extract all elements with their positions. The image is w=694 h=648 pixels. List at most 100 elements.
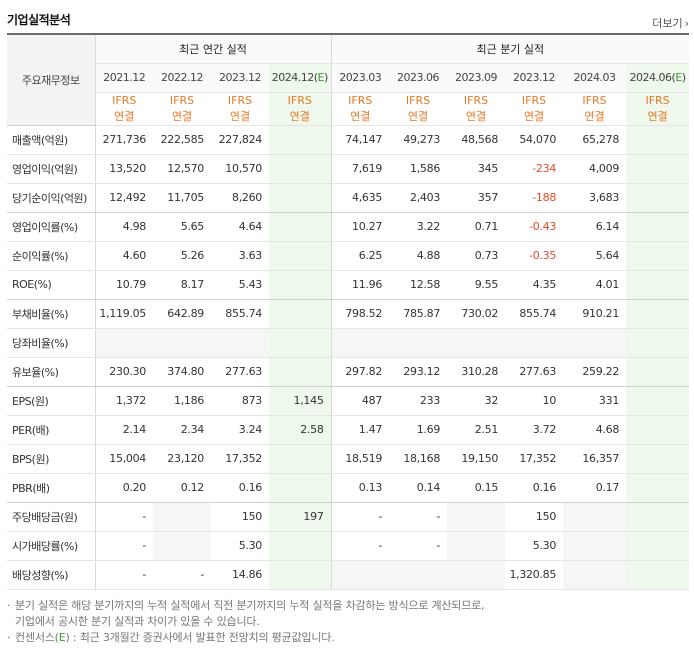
table-cell: 54,070 — [505, 125, 564, 155]
table-cell — [269, 444, 332, 474]
table-cell: 17,352 — [505, 444, 564, 474]
table-cell: 785.87 — [389, 299, 448, 329]
table-cell: 1.69 — [389, 415, 448, 445]
table-cell: 259.22 — [563, 357, 627, 387]
table-cell: 0.12 — [153, 473, 211, 503]
table-cell — [447, 560, 506, 590]
table-cell: 1,372 — [94, 386, 153, 416]
table-cell: 1,186 — [153, 386, 211, 416]
table-cell: 0.16 — [505, 473, 564, 503]
table-row: 유보율(%) 230.30 374.80 277.63 297.82 293.12 310.… — [7, 357, 690, 387]
table-cell: 233 — [389, 386, 448, 416]
table-cell — [330, 560, 390, 590]
table-cell — [269, 473, 332, 503]
table-row: 부채비율(%) 1,119.05 642.89 855.74 798.52 785.87 7… — [7, 299, 690, 329]
table-cell: 293.12 — [389, 357, 448, 387]
table-cell: 0.13 — [330, 473, 390, 503]
table-cell — [563, 502, 627, 532]
table-cell — [389, 328, 448, 358]
table-cell: 277.63 — [505, 357, 564, 387]
table-cell: 5.30 — [211, 531, 269, 561]
table-cell: 23,120 — [153, 444, 211, 474]
row-label: PBR(배) — [7, 473, 95, 503]
table-cell: 0.20 — [94, 473, 153, 503]
table-cell — [626, 357, 690, 387]
period-header: 2023.06 — [389, 63, 448, 93]
table-row: PBR(배) 0.20 0.12 0.16 0.13 0.14 0.15 0.16 0.17 — [7, 473, 690, 503]
table-cell: -188 — [505, 183, 564, 213]
table-cell: 798.52 — [330, 299, 390, 329]
table-cell: 0.15 — [447, 473, 506, 503]
table-row: ROE(%) 10.79 8.17 5.43 11.96 12.58 9.55 4.35 4.0… — [7, 270, 690, 300]
table-cell — [563, 560, 627, 590]
table-row: 당좌비율(%) — [7, 328, 690, 358]
table-cell: 3.72 — [505, 415, 564, 445]
ifrs-label: IFRS 연결 — [269, 92, 332, 126]
table-cell: 11.96 — [330, 270, 390, 300]
table-cell: 4,635 — [330, 183, 390, 213]
table-cell: -0.35 — [505, 241, 564, 271]
row-label: PER(배) — [7, 415, 95, 445]
table-cell — [626, 241, 690, 271]
more-link[interactable]: 더보기 › — [652, 15, 689, 31]
table-cell: 4.35 — [505, 270, 564, 300]
table-cell: 0.17 — [563, 473, 627, 503]
table-cell: 7,619 — [330, 154, 390, 184]
table-cell — [626, 502, 690, 532]
table-row: 주당배당금(원) -150 197- -150 — [7, 502, 690, 532]
table-cell: 2.51 — [447, 415, 506, 445]
table-cell: 2.34 — [153, 415, 211, 445]
table-cell: - — [330, 531, 390, 561]
table-cell — [626, 212, 690, 242]
table-row: 배당성향(%) - -14.86 1,320.85 — [7, 560, 690, 590]
table-cell — [626, 125, 690, 155]
table-cell — [626, 299, 690, 329]
table-cell: 271,736 — [94, 125, 153, 155]
row-label: 당좌비율(%) — [7, 328, 95, 358]
ifrs-label: IFRS 연결 — [626, 92, 690, 126]
table-cell: 297.82 — [330, 357, 390, 387]
row-label: 매출액(억원) — [7, 125, 95, 155]
table-cell: 18,168 — [389, 444, 448, 474]
table-cell: 150 — [505, 502, 564, 532]
table-cell: 3.63 — [211, 241, 269, 271]
table-cell — [447, 328, 506, 358]
row-label: 배당성향(%) — [7, 560, 95, 590]
table-cell — [330, 328, 390, 358]
table-cell: 230.30 — [94, 357, 153, 387]
table-cell — [447, 531, 506, 561]
financial-table: 주요재무정보 최근 연간 실적 최근 분기 실적 2021.12 2022.12 2… — [7, 33, 690, 590]
table-cell: 910.21 — [563, 299, 627, 329]
table-cell: 0.14 — [389, 473, 448, 503]
table-cell: 310.28 — [447, 357, 506, 387]
table-cell: 12.58 — [389, 270, 448, 300]
table-row: EPS(원) 1,372 1,186 873 1,145 487 233 32 10 331 — [7, 386, 690, 416]
row-label: 시가배당률(%) — [7, 531, 95, 561]
table-cell — [269, 183, 332, 213]
table-cell — [626, 415, 690, 445]
table-cell: 855.74 — [505, 299, 564, 329]
table-cell: -0.43 — [505, 212, 564, 242]
table-cell: 5.64 — [563, 241, 627, 271]
table-cell: 8.17 — [153, 270, 211, 300]
table-cell — [563, 531, 627, 561]
row-label: ROE(%) — [7, 270, 95, 300]
period-header: 2023.12 — [505, 63, 564, 93]
ifrs-label: IFRS 연결 — [153, 92, 211, 126]
period-header: 2023.03 — [330, 63, 390, 93]
table-cell — [626, 531, 690, 561]
table-cell: 2,403 — [389, 183, 448, 213]
table-cell: 197 — [269, 502, 332, 532]
table-cell: 5.30 — [505, 531, 564, 561]
table-cell: 74,147 — [330, 125, 390, 155]
table-cell: 49,273 — [389, 125, 448, 155]
section-header: 기업실적분석 더보기 › — [7, 8, 689, 32]
table-cell: 5.26 — [153, 241, 211, 271]
table-cell: - — [94, 560, 153, 590]
table-cell: - — [153, 560, 211, 590]
table-cell: 5.43 — [211, 270, 269, 300]
ifrs-label: IFRS 연결 — [330, 92, 390, 126]
footnotes: · 분기 실적은 해당 분기까지의 누적 실적에서 직전 분기까지의 누적 실적을… — [7, 598, 689, 646]
more-label: 더보기 — [652, 17, 683, 30]
table-row: 순이익률(%) 4.60 5.26 3.63 6.25 4.88 0.73 -0.35 5.64 — [7, 241, 690, 271]
